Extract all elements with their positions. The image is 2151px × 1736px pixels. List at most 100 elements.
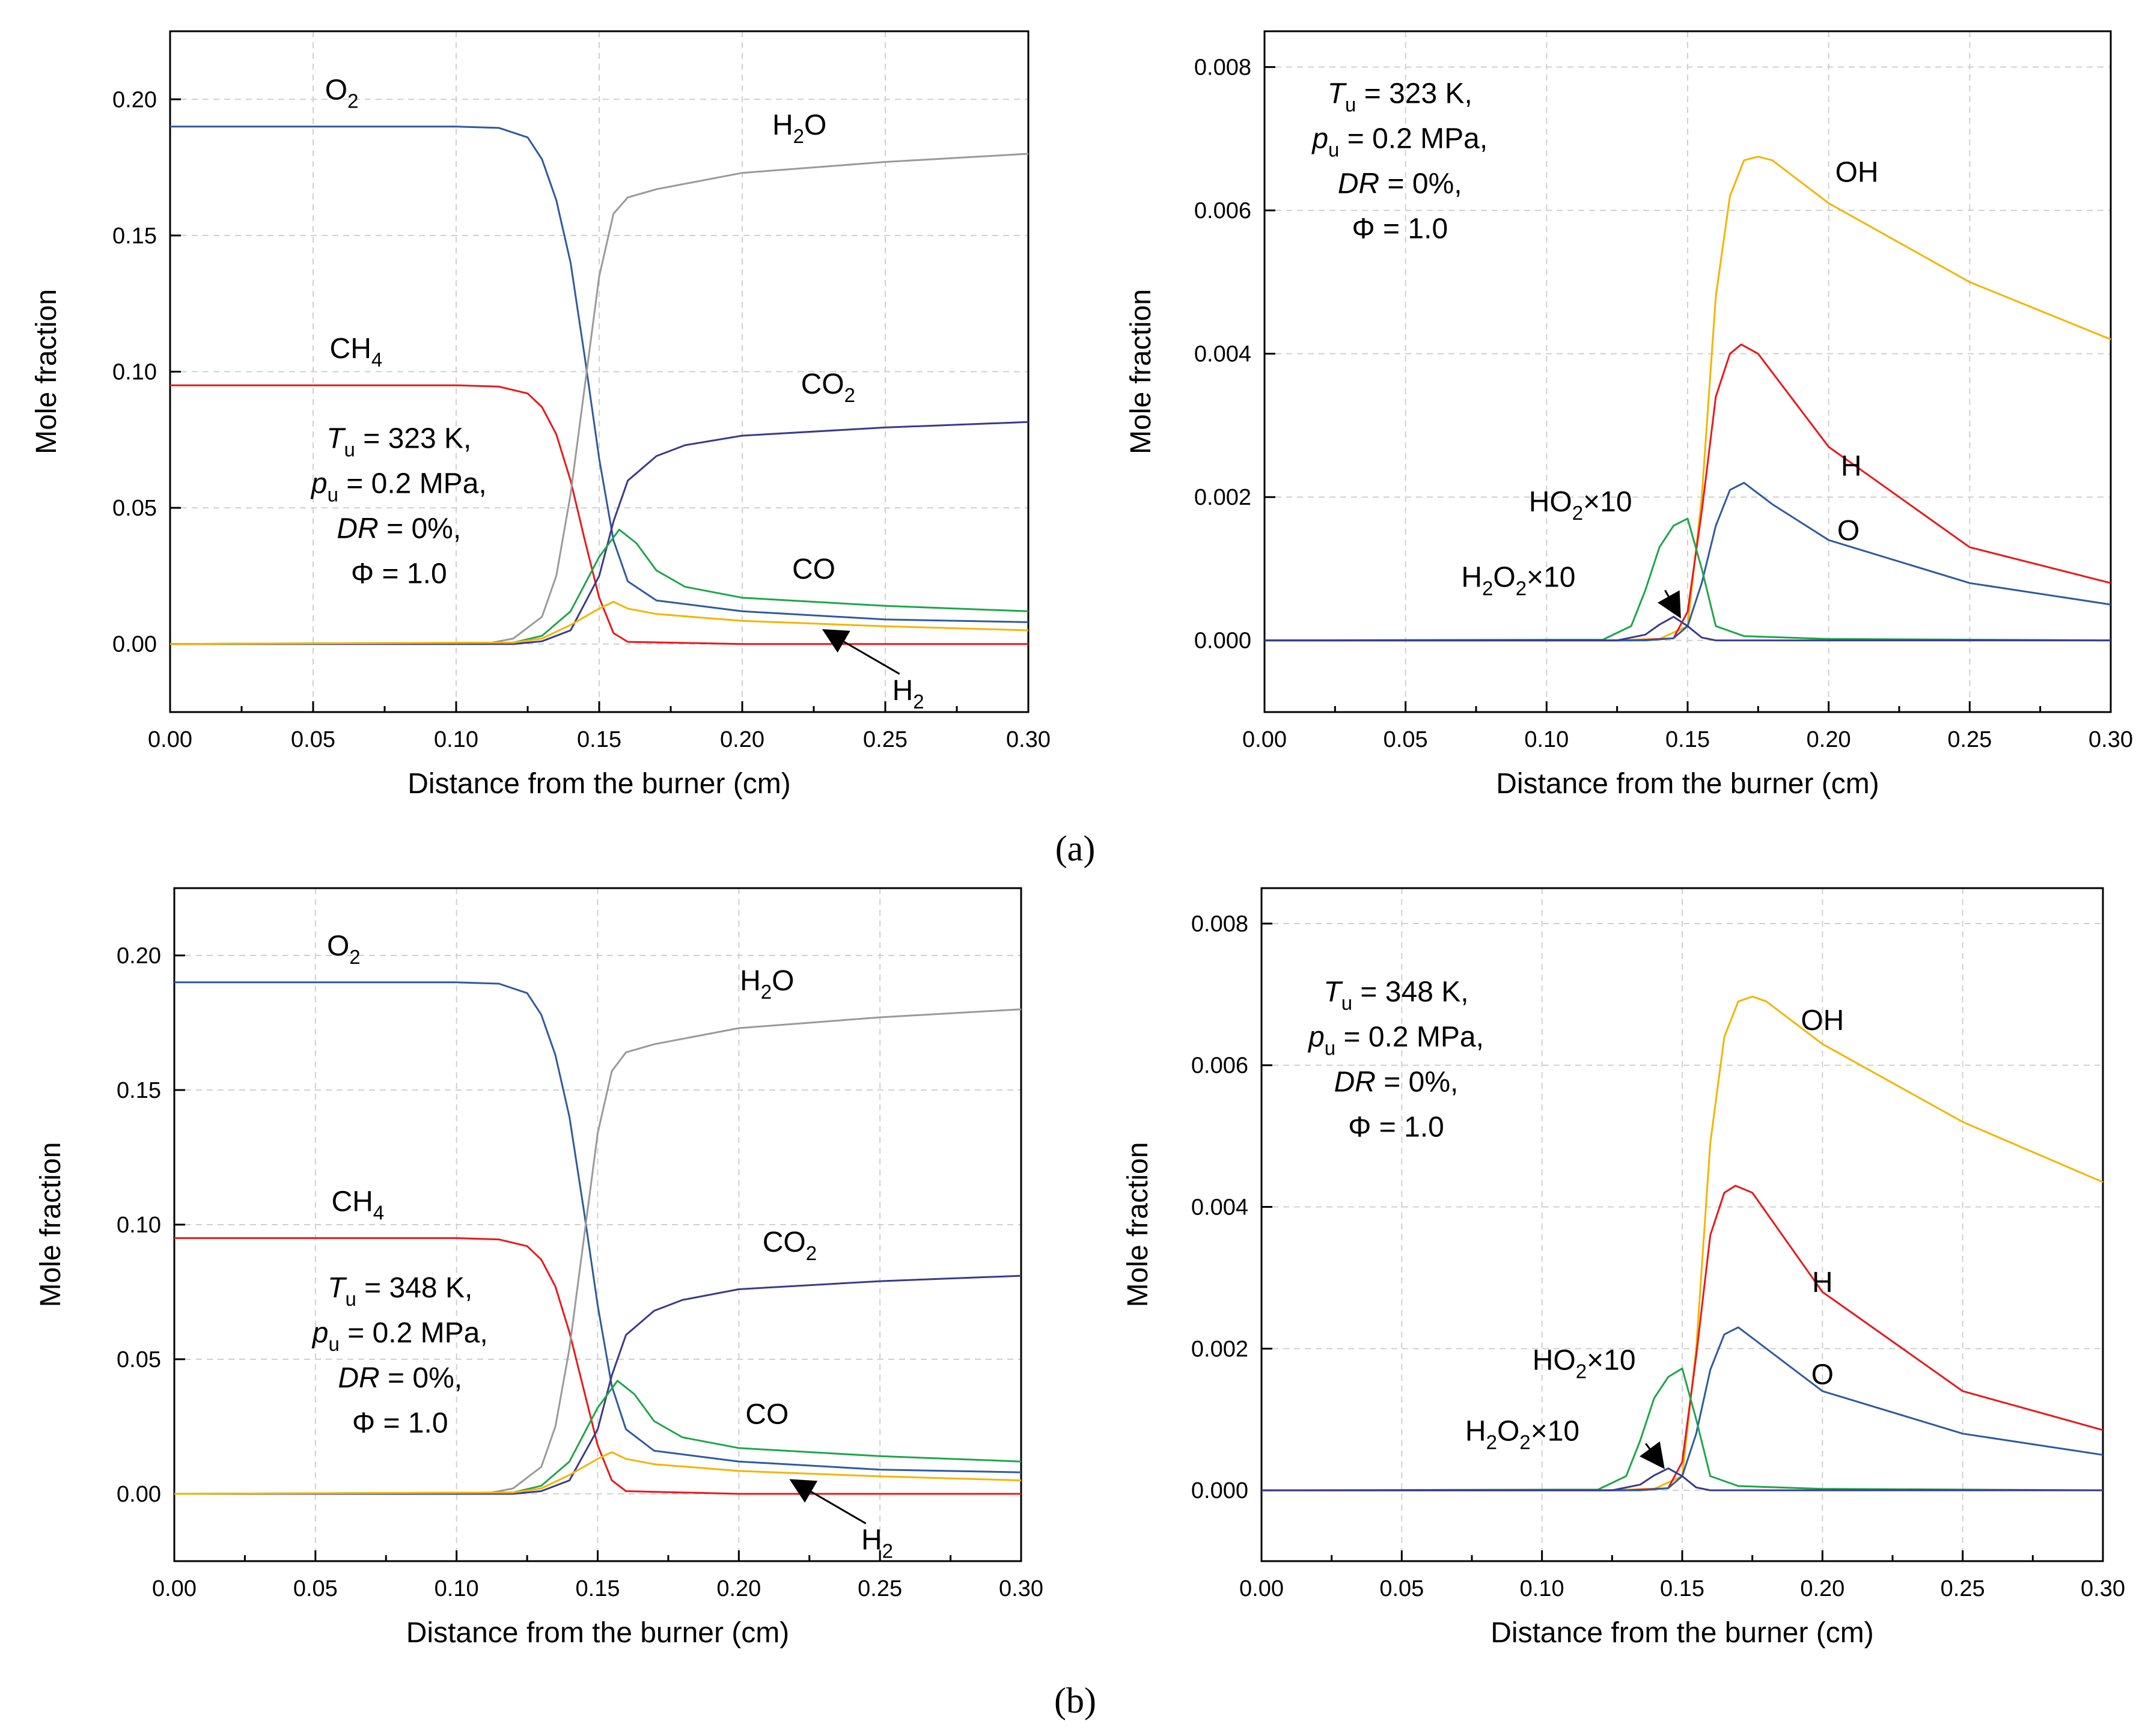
series-label-co: CO bbox=[792, 553, 835, 585]
x-axis-title: Distance from the burner (cm) bbox=[406, 1617, 790, 1649]
series-line-o bbox=[1265, 481, 2111, 642]
x-tick-label: 0.00 bbox=[1239, 1576, 1284, 1601]
conditions-line: Φ = 1.0 bbox=[351, 558, 447, 589]
caption-a: (a) bbox=[1055, 829, 1096, 868]
y-tick-label: 0.002 bbox=[1194, 485, 1251, 510]
series-label-ho2x10: HO2×10 bbox=[1529, 486, 1632, 524]
series-label-oh: OH bbox=[1801, 1005, 1844, 1037]
chart-panel-a-right: 0.00 0.05 0.10 0.15 0.20 0.25 0.30 0.000 0.002 0.… bbox=[1125, 30, 2133, 800]
x-tick-label: 0.10 bbox=[1520, 1576, 1564, 1601]
series-label-h2o: H2O bbox=[772, 109, 826, 147]
series-line-ch4 bbox=[170, 384, 1028, 645]
series-label-o2: O2 bbox=[325, 74, 359, 112]
y-tick-label: 0.15 bbox=[112, 224, 157, 249]
x-tick-label: 0.30 bbox=[1006, 727, 1051, 752]
x-tick-label: 0.15 bbox=[1665, 727, 1710, 752]
series-label-o: O bbox=[1837, 515, 1860, 547]
chart-panel-b-right: 0.00 0.05 0.10 0.15 0.20 0.25 0.30 0.000 0.002 0.… bbox=[1122, 887, 2125, 1649]
plot-frame bbox=[1263, 30, 2112, 713]
y-tick-label: 0.006 bbox=[1191, 1053, 1248, 1079]
y-tick-label: 0.008 bbox=[1194, 55, 1251, 81]
conditions-line: Φ = 1.0 bbox=[1352, 213, 1448, 245]
y-tick-label: 0.002 bbox=[1191, 1336, 1248, 1362]
conditions-line: Tu = 323 K, bbox=[1328, 78, 1472, 115]
y-tick-label: 0.15 bbox=[117, 1078, 161, 1103]
conditions-line: Φ = 1.0 bbox=[352, 1407, 448, 1439]
conditions-line: DR = 0%, bbox=[1338, 168, 1462, 199]
conditions-line: Tu = 348 K, bbox=[1323, 976, 1468, 1014]
conditions-line: Tu = 323 K, bbox=[326, 422, 471, 460]
series-line-ch4 bbox=[174, 1237, 1021, 1495]
series-line-h2 bbox=[174, 1451, 1022, 1495]
series-label-ho2x10: HO2×10 bbox=[1533, 1345, 1636, 1383]
x-tick-label: 0.20 bbox=[1800, 1576, 1844, 1601]
series-line-h2o bbox=[170, 153, 1029, 645]
series-line-o2 bbox=[174, 981, 1022, 1473]
y-tick-label: 0.05 bbox=[112, 496, 157, 521]
conditions-line: pu = 0.2 MPa, bbox=[1311, 123, 1487, 160]
y-axis-title: Mole fraction bbox=[31, 289, 63, 454]
series-line-h2 bbox=[169, 601, 1029, 645]
y-tick-label: 0.05 bbox=[117, 1347, 161, 1372]
x-tick-label: 0.05 bbox=[1379, 1576, 1424, 1601]
y-axis-title: Mole fraction bbox=[35, 1142, 67, 1308]
y-axis-title: Mole fraction bbox=[1125, 289, 1157, 454]
x-axis-title: Distance from the burner (cm) bbox=[407, 768, 791, 800]
y-tick-label: 0.000 bbox=[1191, 1478, 1248, 1503]
y-tick-label: 0.006 bbox=[1194, 198, 1251, 224]
y-tick-label: 0.10 bbox=[112, 360, 157, 385]
series-line-ho2x10 bbox=[1264, 517, 2111, 642]
series-line-co2 bbox=[174, 1275, 1022, 1495]
series-line-ho2x10 bbox=[1261, 1367, 2104, 1491]
caption-b: (b) bbox=[1054, 1681, 1096, 1720]
series-label-co2: CO2 bbox=[763, 1226, 817, 1264]
series-label-h: H bbox=[1812, 1267, 1833, 1299]
series-label-o: O bbox=[1811, 1359, 1834, 1390]
series-line-h2o bbox=[174, 1008, 1022, 1495]
x-tick-label: 0.20 bbox=[1807, 727, 1851, 752]
series-label-h2o2x10: H2O2×10 bbox=[1465, 1416, 1579, 1454]
arrow-label-h2: H2 bbox=[892, 675, 924, 713]
x-axis-title: Distance from the burner (cm) bbox=[1496, 768, 1879, 800]
y-tick-label: 0.000 bbox=[1194, 629, 1251, 654]
x-tick-label: 0.25 bbox=[858, 1576, 902, 1601]
series-label-o2: O2 bbox=[327, 930, 361, 968]
conditions-line: DR = 0%, bbox=[338, 1362, 462, 1394]
y-tick-label: 0.004 bbox=[1194, 342, 1251, 367]
series-label-co: CO bbox=[745, 1399, 789, 1431]
conditions-line: DR = 0%, bbox=[337, 513, 461, 544]
x-tick-label: 0.20 bbox=[716, 1576, 761, 1601]
conditions-line: pu = 0.2 MPa, bbox=[1307, 1022, 1484, 1059]
y-tick-label: 0.20 bbox=[112, 87, 157, 112]
y-tick-label: 0.004 bbox=[1191, 1195, 1248, 1220]
y-tick-label: 0.10 bbox=[117, 1213, 161, 1238]
x-tick-label: 0.15 bbox=[577, 727, 621, 752]
x-tick-label: 0.05 bbox=[291, 727, 335, 752]
conditions-line: Tu = 348 K, bbox=[328, 1272, 472, 1310]
arrow-label-h2: H2 bbox=[861, 1524, 893, 1562]
series-label-ch4: CH4 bbox=[331, 1186, 384, 1224]
series-line-co bbox=[174, 1380, 1022, 1495]
y-axis-title: Mole fraction bbox=[1122, 1142, 1154, 1308]
conditions-line: pu = 0.2 MPa, bbox=[311, 1317, 488, 1355]
plot-frame bbox=[1260, 887, 2104, 1562]
x-tick-label: 0.10 bbox=[434, 727, 478, 752]
plot-frame bbox=[169, 30, 1030, 713]
annotation-arrow bbox=[789, 1479, 867, 1524]
x-tick-label: 0.00 bbox=[152, 1576, 197, 1601]
conditions-line: Φ = 1.0 bbox=[1348, 1112, 1444, 1144]
annotation-arrow bbox=[822, 629, 900, 675]
x-tick-label: 0.30 bbox=[2088, 727, 2133, 752]
x-tick-label: 0.15 bbox=[576, 1576, 620, 1601]
y-tick-label: 0.20 bbox=[117, 943, 161, 969]
x-tick-label: 0.25 bbox=[1941, 1576, 1985, 1601]
series-label-h2o: H2O bbox=[740, 965, 794, 1003]
x-tick-label: 0.00 bbox=[148, 727, 192, 752]
x-tick-label: 0.30 bbox=[2081, 1576, 2125, 1601]
chart-panel-b-left: 0.00 0.05 0.10 0.15 0.20 0.25 0.30 0.00 0.05 0.10… bbox=[35, 887, 1043, 1649]
annotation-arrow bbox=[1657, 589, 1681, 619]
x-axis-title: Distance from the burner (cm) bbox=[1490, 1617, 1874, 1649]
series-line-o2 bbox=[170, 126, 1029, 623]
series-label-h: H bbox=[1841, 450, 1862, 482]
